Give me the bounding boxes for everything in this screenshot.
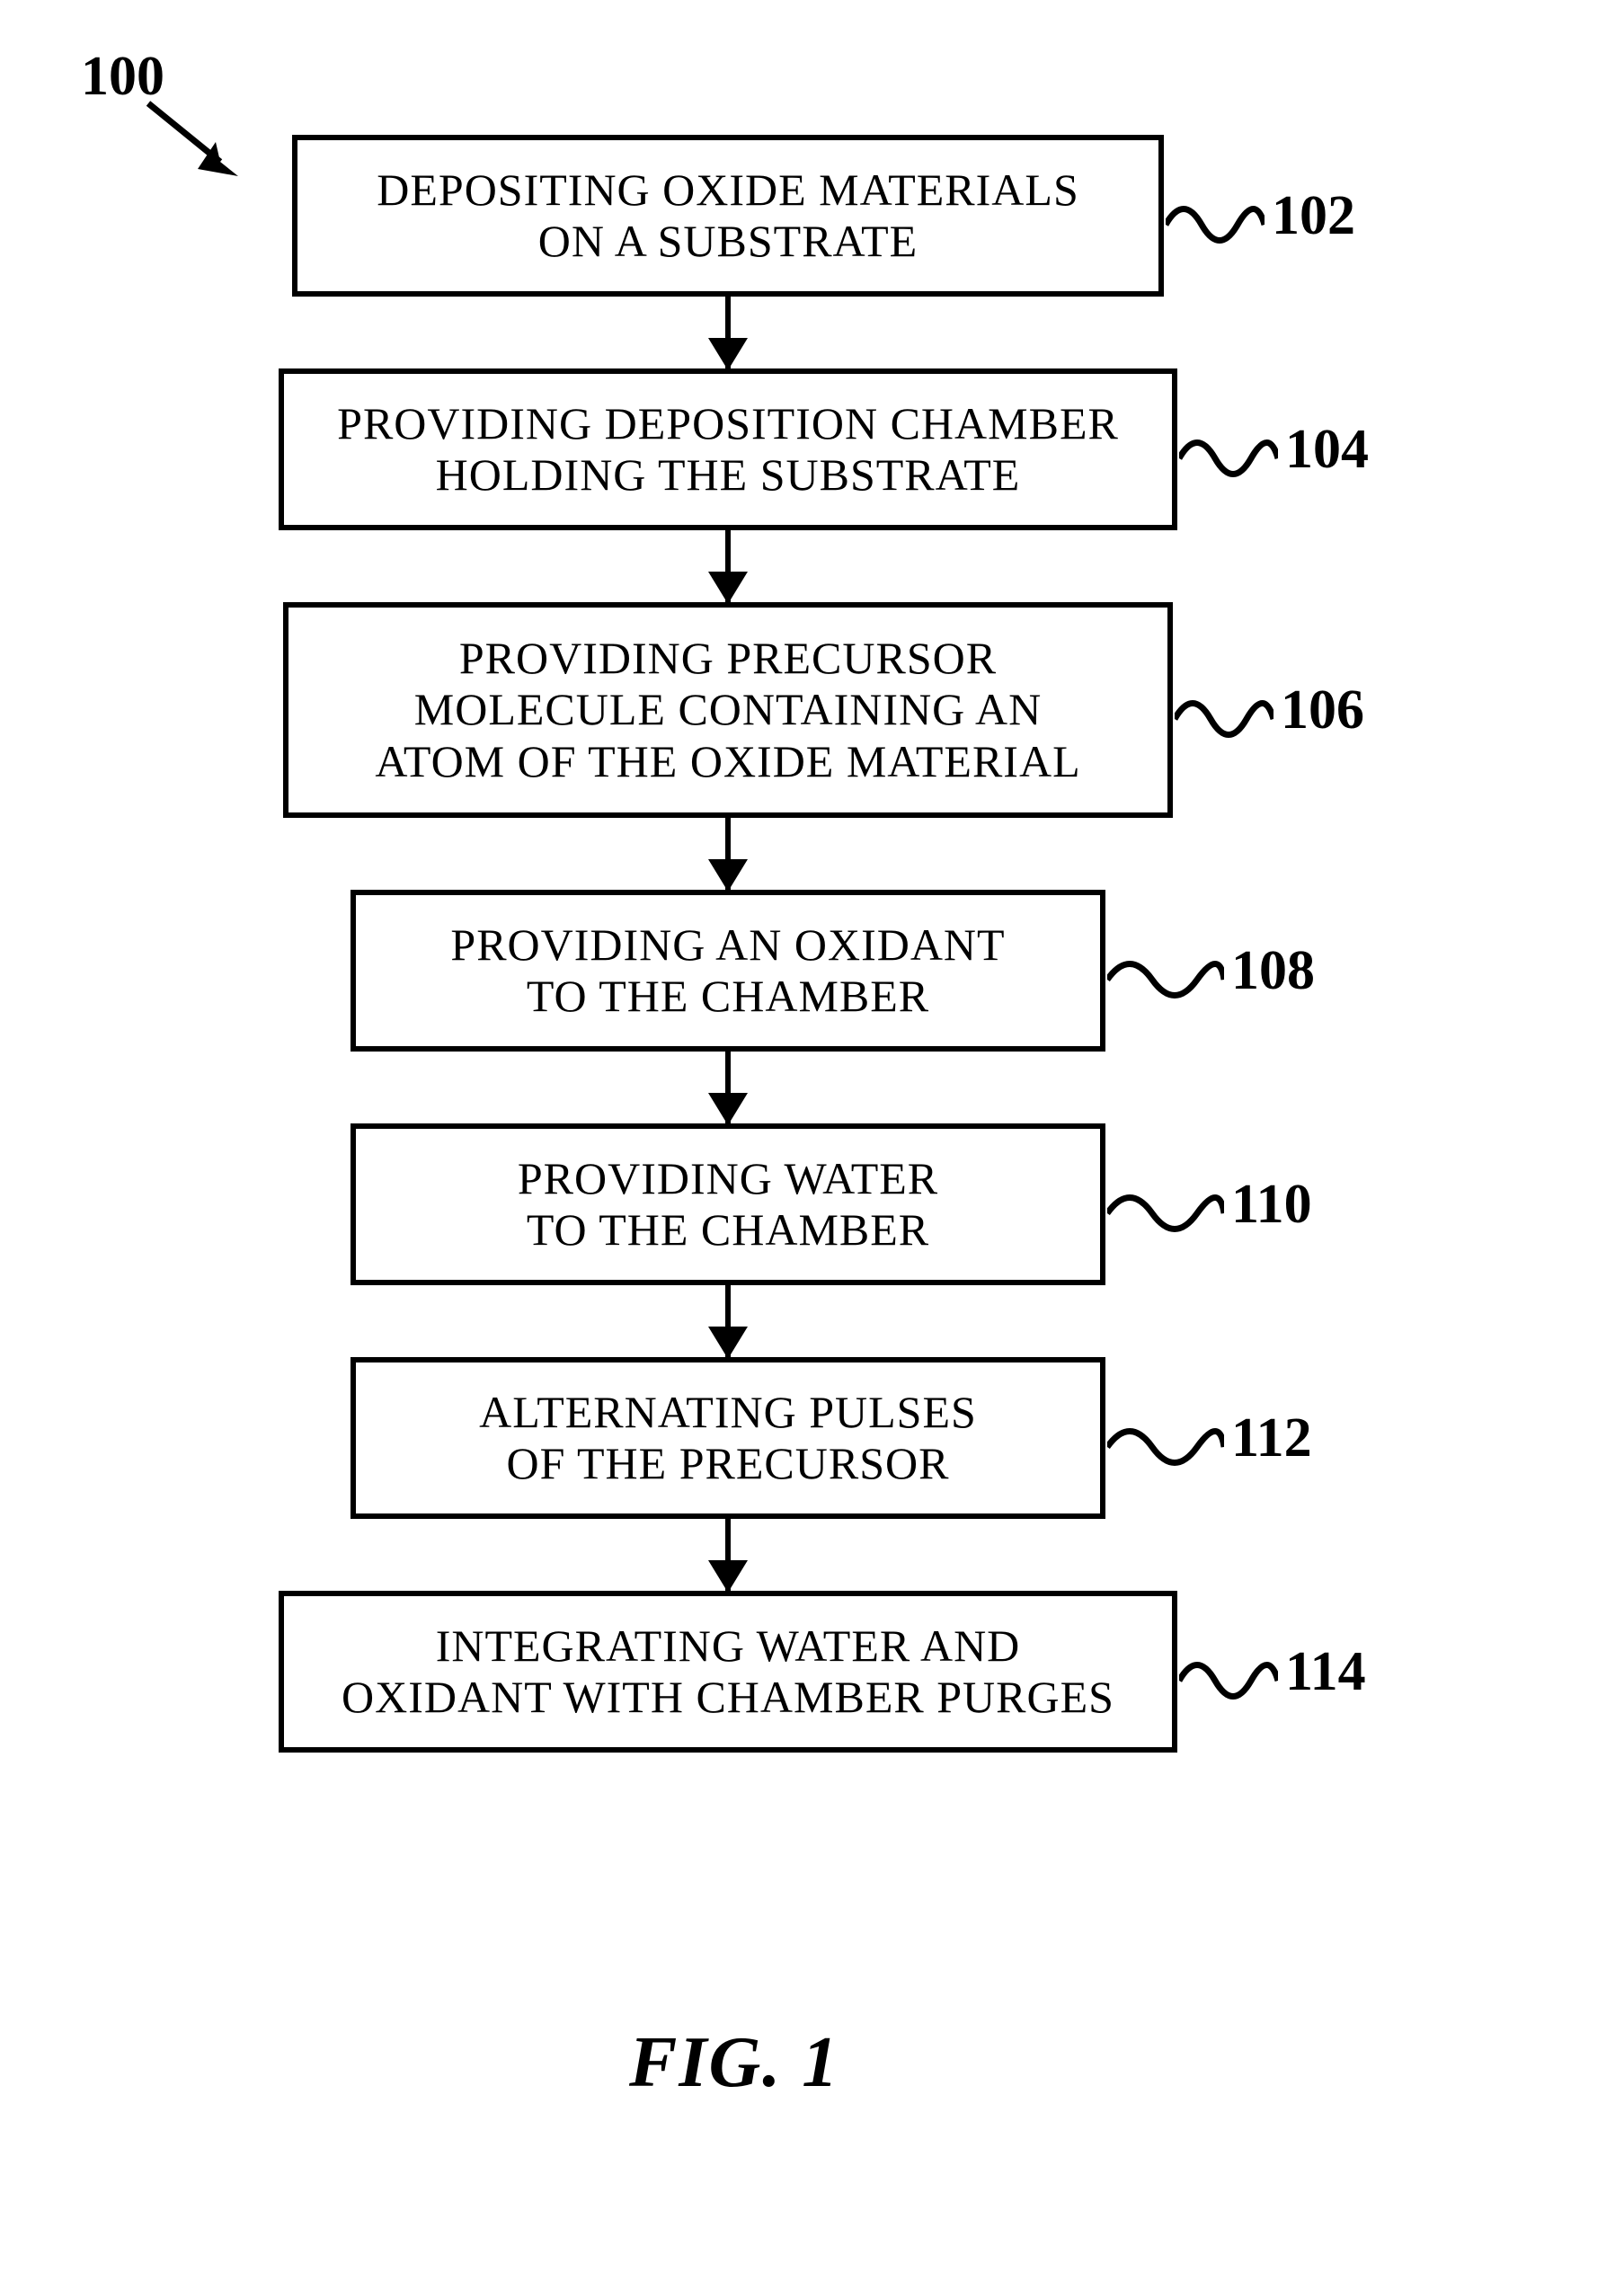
- flow-connector: [725, 1052, 731, 1123]
- callout-squiggle: [1107, 944, 1224, 1016]
- step-108: PROVIDING AN OXIDANT TO THE CHAMBER 108: [351, 890, 1105, 1052]
- flow-connector: [725, 297, 731, 368]
- step-text-line: OXIDANT WITH CHAMBER PURGES: [342, 1672, 1114, 1724]
- step-text-line: TO THE CHAMBER: [527, 971, 929, 1023]
- step-number-label: 106: [1281, 679, 1364, 742]
- step-number-label: 114: [1285, 1640, 1366, 1704]
- step-box: PROVIDING WATER TO THE CHAMBER: [351, 1123, 1105, 1285]
- arrowhead-icon: [708, 1560, 748, 1593]
- step-110: PROVIDING WATER TO THE CHAMBER 110: [351, 1123, 1105, 1285]
- step-114: INTEGRATING WATER AND OXIDANT WITH CHAMB…: [279, 1591, 1177, 1753]
- step-text-line: PROVIDING AN OXIDANT: [450, 919, 1005, 972]
- step-number-label: 108: [1231, 939, 1315, 1003]
- arrowhead-icon: [708, 1093, 748, 1125]
- step-text-line: ALTERNATING PULSES: [479, 1387, 977, 1439]
- flow-connector: [725, 530, 731, 602]
- step-text-line: INTEGRATING WATER AND: [436, 1620, 1021, 1673]
- step-box: PROVIDING PRECURSOR MOLECULE CONTAINING …: [283, 602, 1173, 818]
- step-text-line: DEPOSITING OXIDE MATERIALS: [377, 164, 1079, 217]
- callout-squiggle: [1107, 1411, 1224, 1483]
- flow-connector: [725, 818, 731, 890]
- step-number-label: 102: [1272, 184, 1355, 248]
- callout-squiggle: [1179, 422, 1278, 494]
- step-box: ALTERNATING PULSES OF THE PRECURSOR: [351, 1357, 1105, 1519]
- step-box: INTEGRATING WATER AND OXIDANT WITH CHAMB…: [279, 1591, 1177, 1753]
- step-text-line: MOLECULE CONTAINING AN: [414, 684, 1043, 736]
- step-text-line: PROVIDING WATER: [518, 1153, 938, 1205]
- step-112: ALTERNATING PULSES OF THE PRECURSOR 112: [351, 1357, 1105, 1519]
- step-106: PROVIDING PRECURSOR MOLECULE CONTAINING …: [283, 602, 1173, 818]
- step-number-label: 110: [1231, 1173, 1312, 1237]
- step-text-line: OF THE PRECURSOR: [507, 1438, 950, 1490]
- callout-squiggle: [1107, 1177, 1224, 1249]
- step-text-line: PROVIDING PRECURSOR: [459, 633, 997, 685]
- step-box: PROVIDING AN OXIDANT TO THE CHAMBER: [351, 890, 1105, 1052]
- step-text-line: PROVIDING DEPOSITION CHAMBER: [337, 398, 1119, 450]
- flowchart: DEPOSITING OXIDE MATERIALS ON A SUBSTRAT…: [279, 135, 1177, 1753]
- step-text-line: ATOM OF THE OXIDE MATERIAL: [375, 736, 1080, 788]
- arrowhead-icon: [708, 1327, 748, 1359]
- step-text-line: ON A SUBSTRATE: [538, 216, 918, 268]
- figure-number-arrow: [135, 90, 261, 198]
- step-box: DEPOSITING OXIDE MATERIALS ON A SUBSTRAT…: [292, 135, 1164, 297]
- step-box: PROVIDING DEPOSITION CHAMBER HOLDING THE…: [279, 368, 1177, 530]
- flow-connector: [725, 1519, 731, 1591]
- step-number-label: 112: [1231, 1407, 1312, 1470]
- flow-connector: [725, 1285, 731, 1357]
- step-text-line: TO THE CHAMBER: [527, 1204, 929, 1256]
- step-number-label: 104: [1285, 418, 1369, 482]
- step-text-line: HOLDING THE SUBSTRATE: [436, 449, 1021, 501]
- step-104: PROVIDING DEPOSITION CHAMBER HOLDING THE…: [279, 368, 1177, 530]
- arrowhead-icon: [708, 572, 748, 604]
- arrowhead-icon: [708, 338, 748, 370]
- step-102: DEPOSITING OXIDE MATERIALS ON A SUBSTRAT…: [292, 135, 1164, 297]
- arrowhead-icon: [708, 859, 748, 892]
- callout-squiggle: [1179, 1645, 1278, 1717]
- callout-squiggle: [1175, 683, 1273, 755]
- callout-squiggle: [1166, 189, 1265, 261]
- figure-caption: FIG. 1: [629, 2022, 839, 2104]
